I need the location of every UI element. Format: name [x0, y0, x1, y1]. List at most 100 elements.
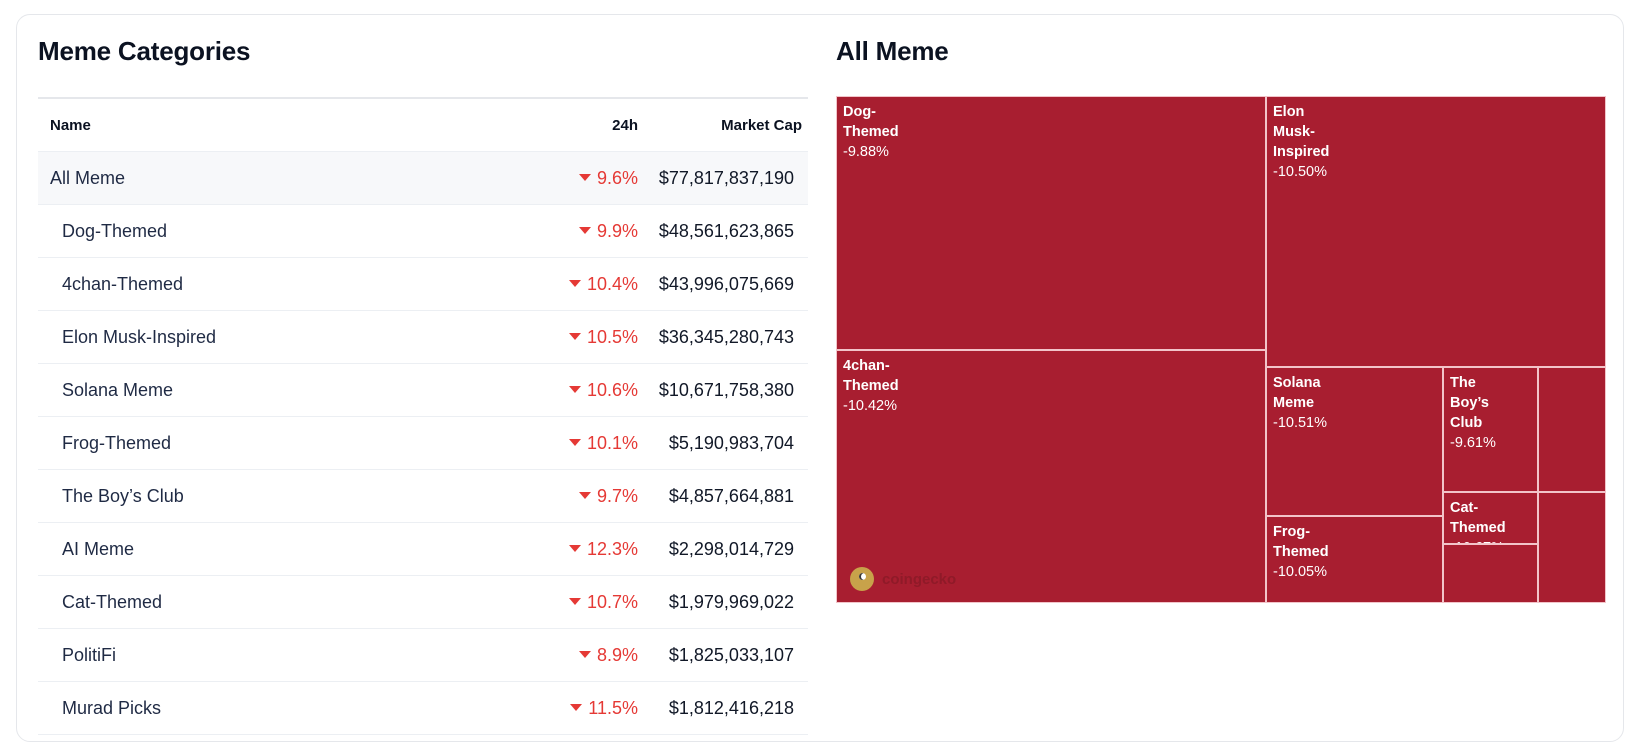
treemap-tile[interactable]: The Boy’s Club -9.61%	[1443, 367, 1538, 492]
market-cap-value: $1,812,416,218	[668, 697, 794, 718]
treemap-tile[interactable]: Elon Musk- Inspired -10.50%	[1266, 96, 1606, 367]
change-24h: 8.9%	[518, 645, 638, 666]
column-header-name[interactable]: Name	[50, 116, 91, 134]
column-header-24h[interactable]: 24h	[612, 116, 638, 134]
caret-down-icon	[568, 598, 581, 606]
change-24h: 9.9%	[518, 221, 638, 242]
market-cap-value: $4,857,664,881	[668, 485, 794, 506]
tile-percent: -9.61%	[1450, 435, 1496, 451]
table-row[interactable]: Solana Meme 10.6% $10,671,758,380	[38, 364, 808, 417]
treemap-tile[interactable]: 4chan- Themed -10.42%	[836, 350, 1266, 603]
table-row[interactable]: 4chan-Themed 10.4% $43,996,075,669	[38, 258, 808, 311]
category-name[interactable]: Murad Picks	[62, 697, 162, 718]
table-header: Name 24h Market Cap	[38, 99, 808, 152]
table-row[interactable]: Frog-Themed 10.1% $5,190,983,704	[38, 417, 808, 470]
tile-label: Meme	[1273, 395, 1315, 411]
tile-label: Elon	[1273, 104, 1305, 120]
tile-percent: -10.42%	[843, 398, 898, 414]
caret-down-icon	[568, 439, 581, 447]
change-24h: 10.6%	[518, 380, 638, 401]
caret-down-icon	[570, 704, 583, 712]
caret-down-icon	[568, 333, 581, 341]
category-name[interactable]: The Boy’s Club	[62, 485, 184, 506]
category-name[interactable]: Frog-Themed	[62, 432, 172, 453]
table-row[interactable]: PolitiFi 8.9% $1,825,033,107	[38, 629, 808, 682]
tile-label: Themed	[843, 124, 899, 140]
tile-label: Themed	[843, 378, 899, 394]
change-24h: 10.1%	[518, 433, 638, 454]
tile-label: Themed	[1273, 544, 1329, 560]
categories-table: Name 24h Market Cap All Meme 9.6% $77,817,…	[38, 97, 808, 735]
market-cap-value: $1,825,033,107	[668, 644, 794, 665]
change-24h: 12.3%	[518, 539, 638, 560]
caret-down-icon	[568, 280, 581, 288]
change-value: 12.3%	[586, 538, 638, 559]
treemap-tile[interactable]: Cat- Themed -10.67%	[1443, 492, 1538, 544]
treemap-tile[interactable]	[1443, 544, 1538, 603]
table-row[interactable]: Dog-Themed 9.9% $48,561,623,865	[38, 205, 808, 258]
change-24h: 10.7%	[518, 592, 638, 613]
change-value: 9.6%	[596, 167, 638, 188]
table-row[interactable]: The Boy’s Club 9.7% $4,857,664,881	[38, 470, 808, 523]
market-cap-value: $10,671,758,380	[658, 379, 794, 400]
tile-label: Club	[1450, 415, 1483, 431]
change-value: 11.5%	[588, 697, 638, 718]
treemap-tile[interactable]	[1538, 492, 1606, 603]
table-row[interactable]: Murad Picks 11.5% $1,812,416,218	[38, 682, 808, 735]
market-cap-value: $5,190,983,704	[668, 432, 794, 453]
change-value: 10.5%	[586, 326, 638, 347]
watermark-text: coingecko	[882, 570, 957, 588]
tile-label: 4chan-	[843, 358, 890, 374]
tile-label: Frog-	[1273, 524, 1311, 540]
change-value: 9.9%	[596, 220, 638, 241]
caret-down-icon	[568, 545, 581, 553]
tile-label: The	[1450, 375, 1476, 391]
treemap-tile[interactable]	[1538, 367, 1606, 492]
market-cap-value: $1,979,969,022	[668, 591, 794, 612]
page-title: Meme Categories	[38, 36, 251, 66]
market-cap-value: $77,817,837,190	[658, 167, 794, 188]
change-value: 8.9%	[596, 644, 638, 665]
caret-down-icon	[578, 651, 591, 659]
treemap: Dog- Themed -9.88% Elon Musk- Inspired -10.50%…	[836, 96, 1606, 603]
change-24h: 9.7%	[518, 486, 638, 507]
category-name[interactable]: Elon Musk-Inspired	[62, 326, 217, 347]
table-row[interactable]: AI Meme 12.3% $2,298,014,729	[38, 523, 808, 576]
category-name[interactable]: 4chan-Themed	[62, 273, 184, 294]
column-header-market-cap[interactable]: Market Cap	[721, 116, 802, 134]
tile-label: Musk-	[1273, 124, 1315, 140]
change-24h: 10.4%	[518, 274, 638, 295]
coingecko-logo-icon	[850, 567, 874, 591]
tile-percent: -9.88%	[843, 144, 889, 160]
market-cap-value: $43,996,075,669	[658, 273, 794, 294]
treemap-tile[interactable]: Solana Meme -10.51%	[1266, 367, 1443, 516]
category-name[interactable]: Dog-Themed	[62, 220, 168, 241]
change-24h: 11.5%	[518, 698, 638, 719]
caret-down-icon	[578, 492, 591, 500]
market-cap-value: $36,345,280,743	[658, 326, 794, 347]
tile-percent: -10.51%	[1273, 415, 1328, 431]
treemap-tile[interactable]: Frog- Themed -10.05%	[1266, 516, 1443, 603]
tile-label: Dog-	[843, 104, 877, 120]
category-name[interactable]: Solana Meme	[62, 379, 174, 400]
table-row[interactable]: Elon Musk-Inspired 10.5% $36,345,280,743	[38, 311, 808, 364]
change-value: 9.7%	[596, 485, 638, 506]
category-name[interactable]: All Meme	[50, 167, 126, 188]
tile-label: Themed	[1450, 520, 1506, 536]
treemap-tile[interactable]: Dog- Themed -9.88%	[836, 96, 1266, 350]
change-value: 10.7%	[586, 591, 638, 612]
category-name[interactable]: Cat-Themed	[62, 591, 163, 612]
category-name[interactable]: AI Meme	[62, 538, 135, 559]
caret-down-icon	[578, 174, 591, 182]
table-row[interactable]: All Meme 9.6% $77,817,837,190	[38, 152, 808, 205]
caret-down-icon	[568, 386, 581, 394]
tile-label: Cat-	[1450, 500, 1479, 516]
change-value: 10.6%	[586, 379, 638, 400]
table-row[interactable]: Cat-Themed 10.7% $1,979,969,022	[38, 576, 808, 629]
change-value: 10.4%	[586, 273, 638, 294]
tile-percent: -10.05%	[1273, 564, 1328, 580]
treemap-title: All Meme	[836, 36, 949, 66]
caret-down-icon	[578, 227, 591, 235]
category-name[interactable]: PolitiFi	[62, 644, 117, 665]
tile-percent: -10.50%	[1273, 164, 1328, 180]
